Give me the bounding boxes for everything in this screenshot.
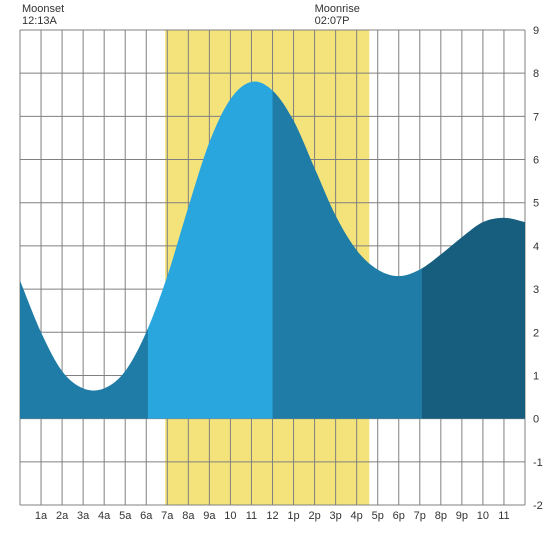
x-tick-label: 3p <box>330 510 342 522</box>
x-tick-label: 7p <box>414 510 426 522</box>
y-tick-label: 3 <box>533 284 539 296</box>
x-tick-label: 1p <box>287 510 299 522</box>
moonset-label: Moonset <box>22 3 64 15</box>
moonset-time: 12:13A <box>22 15 58 27</box>
x-tick-label: 8a <box>182 510 195 522</box>
y-tick-label: 5 <box>533 198 539 210</box>
x-tick-label: 9p <box>456 510 468 522</box>
x-tick-label: 4a <box>98 510 111 522</box>
x-tick-label: 3a <box>77 510 90 522</box>
x-tick-label: 11 <box>246 510 257 522</box>
x-tick-label: 10 <box>224 510 236 522</box>
y-tick-label: 9 <box>533 25 539 37</box>
y-tick-label: -2 <box>533 500 543 512</box>
y-tick-label: 6 <box>533 155 539 167</box>
y-tick-label: -1 <box>533 457 543 469</box>
x-tick-label: 12 <box>266 510 278 522</box>
x-tick-label: 11 <box>498 510 509 522</box>
x-tick-label: 6p <box>393 510 405 522</box>
x-tick-label: 7a <box>161 510 174 522</box>
moonrise-time: 02:07P <box>315 15 350 27</box>
x-tick-label: 8p <box>435 510 447 522</box>
chart-svg: 1a2a3a4a5a6a7a8a9a1011121p2p3p4p5p6p7p8p… <box>0 0 550 550</box>
moonrise-label: Moonrise <box>315 3 360 15</box>
tide-chart: 1a2a3a4a5a6a7a8a9a1011121p2p3p4p5p6p7p8p… <box>0 0 550 550</box>
x-tick-label: 4p <box>351 510 363 522</box>
x-tick-label: 2p <box>308 510 320 522</box>
y-tick-label: 1 <box>533 370 539 382</box>
x-tick-label: 10 <box>477 510 489 522</box>
x-tick-label: 1a <box>35 510 48 522</box>
y-tick-label: 4 <box>533 241 539 253</box>
x-tick-label: 2a <box>56 510 69 522</box>
x-tick-label: 5a <box>119 510 132 522</box>
y-tick-label: 2 <box>533 327 539 339</box>
x-tick-label: 5p <box>372 510 384 522</box>
y-tick-label: 0 <box>533 414 539 426</box>
y-tick-label: 8 <box>533 68 539 80</box>
x-tick-label: 9a <box>203 510 216 522</box>
x-tick-label: 6a <box>140 510 153 522</box>
y-tick-label: 7 <box>533 111 539 123</box>
